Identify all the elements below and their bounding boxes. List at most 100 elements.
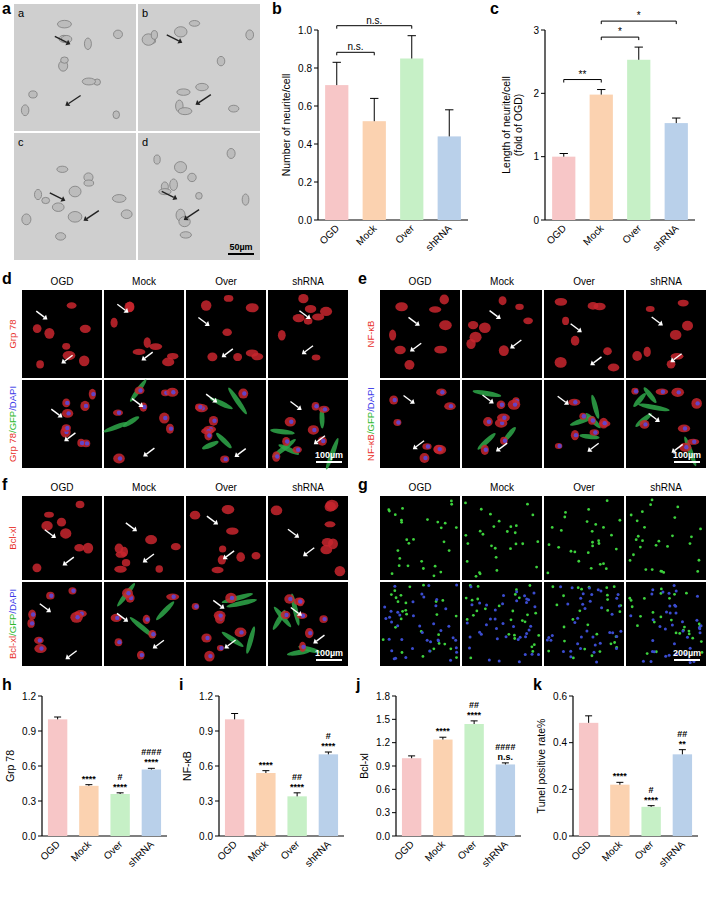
panel-label: b	[272, 0, 282, 17]
nucleus	[661, 390, 665, 394]
stained-cell	[62, 424, 71, 432]
stained-cell	[678, 300, 689, 307]
gfp-cell	[154, 600, 175, 622]
arrow-head	[205, 321, 210, 326]
tunel-dot	[637, 535, 640, 538]
tunel-dot	[595, 633, 598, 636]
y-tick	[38, 696, 42, 697]
tunel-dot	[422, 567, 425, 570]
error-cap	[672, 118, 680, 119]
y-tick	[38, 731, 42, 732]
nucleus-dot	[673, 584, 676, 587]
tunel-dot	[659, 616, 662, 619]
nucleus-dot	[404, 656, 407, 659]
stained-cell	[640, 420, 650, 429]
tunel-dot	[546, 572, 549, 575]
tunel-dot	[563, 640, 566, 643]
arrow	[413, 343, 421, 349]
arrow	[571, 324, 579, 330]
nucleus	[557, 444, 561, 448]
significance-label: n.s.	[347, 41, 363, 52]
tunel-dot	[562, 594, 565, 597]
nucleus	[66, 411, 70, 415]
y-tick-label: 0.4	[553, 737, 567, 748]
tunel-dot	[587, 508, 590, 511]
tunel-dot	[394, 513, 397, 516]
x-tick-label: Over	[278, 838, 302, 862]
scale-bar-label: 100µm	[673, 450, 701, 460]
y-tick	[215, 731, 219, 732]
arrow-head	[51, 533, 56, 538]
nucleus-dot	[562, 650, 565, 653]
scale-bar-label: 100µm	[315, 450, 343, 460]
stained-cell	[122, 559, 130, 567]
cell	[246, 30, 254, 40]
nucleus-dot	[420, 593, 423, 596]
arrow-head	[177, 38, 182, 43]
nucleus-dot	[400, 638, 403, 641]
stained-cell	[523, 317, 533, 324]
panel-label: g	[358, 476, 368, 493]
y-axis-label: Tunel positive rate%	[535, 719, 547, 814]
stained-cell	[312, 313, 324, 320]
tunel-dot	[643, 526, 646, 529]
y-tick	[541, 220, 545, 221]
chart-b: b0.00.20.40.60.81.0Number of neurite/cel…	[272, 0, 468, 253]
tunel-dot	[689, 542, 692, 545]
nucleus-dot	[454, 639, 457, 642]
significance-label: ##	[677, 729, 687, 739]
tunel-dot	[635, 538, 638, 541]
y-axis	[544, 30, 545, 220]
nucleus-dot	[393, 585, 396, 588]
tunel-dot	[551, 526, 554, 529]
row-label-part: /DAPI	[7, 386, 18, 411]
tunel-dot	[408, 585, 411, 588]
tunel-dot	[535, 566, 538, 569]
arrow-head	[124, 308, 129, 313]
arrow	[306, 548, 314, 554]
nucleus-dot	[437, 638, 440, 641]
bar	[665, 123, 688, 220]
error-bar	[560, 154, 568, 157]
nucleus	[312, 428, 316, 432]
y-tick	[215, 696, 219, 697]
nucleus-dot	[674, 605, 677, 608]
cell	[68, 212, 82, 223]
nucleus	[593, 430, 597, 434]
tunel-dot	[578, 609, 581, 612]
nucleus-dot	[569, 650, 572, 653]
error-stem	[449, 110, 450, 137]
x-tick-label: shRNA	[650, 222, 680, 252]
micrograph	[544, 496, 624, 580]
tunel-dot	[382, 638, 385, 641]
tunel-dot	[441, 599, 444, 602]
bar	[142, 770, 161, 837]
stained-cell	[166, 593, 179, 600]
nucleus-dot	[390, 610, 393, 613]
error-stem	[588, 716, 589, 723]
nucleus	[591, 418, 595, 422]
tunel-dot	[605, 567, 608, 570]
nucleus	[684, 445, 688, 449]
nucleus-dot	[615, 647, 618, 650]
arrow-head	[496, 447, 501, 452]
arrow-head	[65, 654, 70, 659]
tunel-dot	[547, 650, 550, 653]
nucleus	[683, 426, 687, 430]
nucleus-dot	[589, 600, 592, 603]
tunel-dot	[443, 540, 446, 543]
column-title: Over	[215, 276, 237, 287]
y-tick-label: 0.3	[376, 807, 390, 818]
stained-cell	[217, 645, 224, 651]
y-tick	[392, 836, 396, 837]
error-cap	[54, 717, 61, 718]
nucleus-dot	[396, 624, 399, 627]
nucleus-dot	[532, 592, 535, 595]
cell	[189, 21, 199, 27]
error-bar	[616, 782, 623, 784]
micrograph	[268, 582, 348, 666]
micrograph	[380, 380, 460, 468]
y-tick	[215, 766, 219, 767]
tunel-dot	[438, 642, 441, 645]
tunel-dot	[514, 593, 517, 596]
